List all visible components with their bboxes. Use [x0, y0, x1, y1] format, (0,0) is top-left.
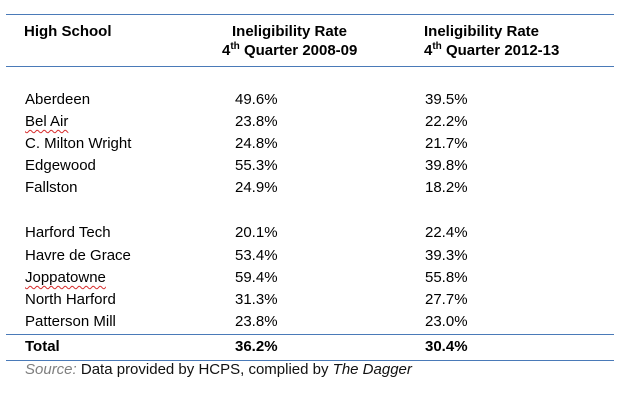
- school-name: Harford Tech: [25, 224, 111, 241]
- rate-2008: 53.4%: [235, 247, 278, 264]
- table-row: Havre de Grace 53.4% 39.3%: [0, 245, 629, 267]
- rate-2008: 23.8%: [235, 113, 278, 130]
- school-name: C. Milton Wright: [25, 135, 132, 152]
- table-row: Harford Tech 20.1% 22.4%: [0, 222, 629, 244]
- rate-2012: 55.8%: [425, 269, 468, 286]
- school-name: Edgewood: [25, 157, 96, 174]
- header-rate-2012: Ineligibility Rate 4th Quarter 2012-13: [424, 22, 559, 60]
- table-row: Fallston 24.9% 18.2%: [0, 177, 629, 199]
- header-high-school: High School: [24, 23, 112, 40]
- table-row: Joppatowne 59.4% 55.8%: [0, 267, 629, 289]
- table-row: C. Milton Wright 24.8% 21.7%: [0, 133, 629, 155]
- rate-2008: 59.4%: [235, 269, 278, 286]
- school-name: Bel Air: [25, 113, 69, 130]
- rate-2008: 55.3%: [235, 157, 278, 174]
- table-row: Bel Air 23.8% 22.2%: [0, 111, 629, 133]
- rate-2008: 24.9%: [235, 179, 278, 196]
- total-row: Total 36.2% 30.4%: [0, 336, 629, 358]
- total-bottom-rule: [6, 360, 614, 361]
- table-row: North Harford 31.3% 27.7%: [0, 289, 629, 311]
- total-label: Total: [25, 338, 60, 355]
- rate-2012: 39.8%: [425, 157, 468, 174]
- total-rate-2008: 36.2%: [235, 338, 278, 355]
- table-row: Patterson Mill 23.8% 23.0%: [0, 311, 629, 333]
- source-label: Source:: [25, 361, 77, 378]
- school-name: Fallston: [25, 179, 78, 196]
- rate-2008: 31.3%: [235, 291, 278, 308]
- school-name: Aberdeen: [25, 91, 91, 108]
- rate-2008: 20.1%: [235, 224, 278, 241]
- rate-2008: 24.8%: [235, 135, 278, 152]
- publication-name: The Dagger: [332, 361, 412, 378]
- school-name: Havre de Grace: [25, 247, 131, 264]
- source-note: Source: Data provided by HCPS, complied …: [25, 360, 412, 380]
- table-top-rule: [6, 14, 614, 15]
- table-row: Aberdeen 49.6% 39.5%: [0, 89, 629, 111]
- header-rate-2008-label: Ineligibility Rate: [232, 23, 348, 40]
- rate-2012: 27.7%: [425, 291, 468, 308]
- rate-2008: 49.6%: [235, 91, 278, 108]
- total-rate-2012: 30.4%: [425, 338, 468, 355]
- header-bottom-rule: [6, 66, 614, 67]
- header-rate-2008: Ineligibility Rate 4th Quarter 2008-09: [222, 22, 357, 60]
- rate-2012: 22.2%: [425, 113, 468, 130]
- rate-2012: 39.3%: [425, 247, 468, 264]
- rate-2008: 23.8%: [235, 313, 278, 330]
- table-row: Edgewood 55.3% 39.8%: [0, 155, 629, 177]
- rate-2012: 21.7%: [425, 135, 468, 152]
- header-quarter-2012: 4th Quarter 2012-13: [424, 41, 560, 60]
- school-name: Joppatowne: [25, 269, 106, 286]
- source-text: Data provided by HCPS, complied by: [76, 361, 333, 378]
- school-name: Patterson Mill: [25, 313, 116, 330]
- rate-2012: 18.2%: [425, 179, 468, 196]
- rate-2012: 23.0%: [425, 313, 468, 330]
- total-top-rule: [6, 334, 614, 335]
- rate-2012: 39.5%: [425, 91, 468, 108]
- school-name: North Harford: [25, 291, 116, 308]
- header-rate-2012-label: Ineligibility Rate: [424, 23, 540, 40]
- rate-2012: 22.4%: [425, 224, 468, 241]
- header-quarter-2008: 4th Quarter 2008-09: [222, 41, 358, 60]
